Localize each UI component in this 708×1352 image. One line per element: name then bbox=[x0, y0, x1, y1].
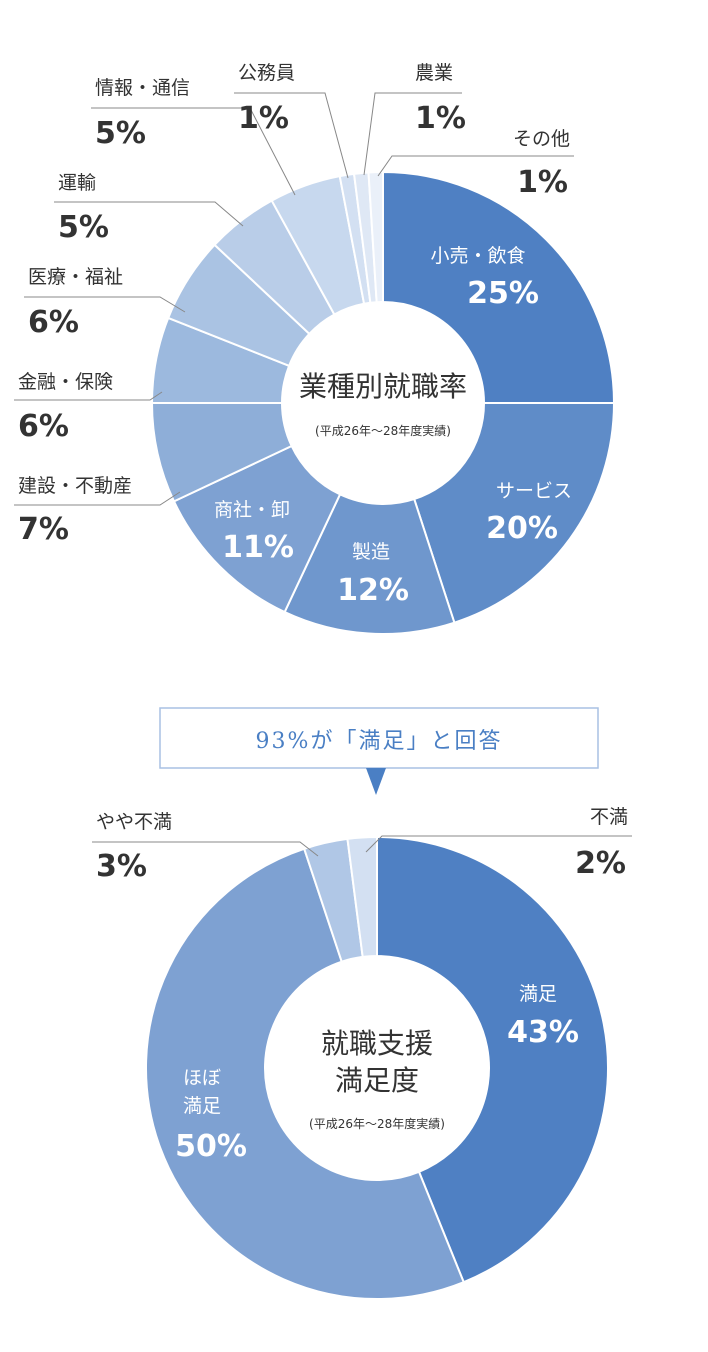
slice-value-label: 7% bbox=[18, 512, 69, 547]
leader-line bbox=[14, 491, 181, 506]
donut-slice bbox=[412, 402, 616, 624]
slice-value-label: 1% bbox=[238, 101, 289, 136]
leader-line bbox=[365, 835, 632, 853]
leader-line bbox=[377, 155, 574, 177]
donut-slice bbox=[346, 835, 378, 959]
slice-category-label: 小売・飲食 bbox=[430, 245, 525, 267]
leader-line bbox=[234, 92, 349, 179]
slice-value-label: 12% bbox=[337, 573, 409, 608]
slice-value-label: 6% bbox=[18, 409, 69, 444]
leader-line bbox=[92, 841, 319, 857]
slice-category-label: サービス bbox=[496, 480, 572, 502]
slice-category-label: 公務員 bbox=[238, 62, 295, 84]
industry-chart-title: 業種別就職率 bbox=[299, 370, 467, 403]
slice-value-label: 25% bbox=[467, 276, 539, 311]
slice-value-label: 6% bbox=[28, 305, 79, 340]
slice-value-label: 5% bbox=[58, 210, 109, 245]
slice-category-label: ほぼ bbox=[183, 1067, 221, 1089]
slice-value-label: 1% bbox=[415, 101, 466, 136]
donut-slice bbox=[376, 835, 610, 1284]
satisfaction-chart-title-line-2: 満足度 bbox=[335, 1064, 419, 1097]
leader-line bbox=[14, 391, 163, 401]
slice-value-label: 5% bbox=[95, 116, 146, 151]
slice-value-label: 1% bbox=[517, 165, 568, 200]
satisfaction-donut bbox=[145, 835, 610, 1300]
donut-slice bbox=[367, 170, 384, 304]
leader-line bbox=[363, 92, 462, 176]
slice-value-label: 3% bbox=[96, 849, 147, 884]
satisfaction-callout: 93%が「満足」と回答 bbox=[159, 707, 599, 795]
slice-category-label: 金融・保険 bbox=[18, 371, 113, 393]
slice-category-label: 不満 bbox=[590, 806, 628, 828]
slice-value-label: 43% bbox=[507, 1015, 579, 1050]
donut-slice bbox=[145, 847, 465, 1300]
slice-category-label: やや不満 bbox=[96, 811, 172, 833]
slice-category-label: 建設・不動産 bbox=[18, 475, 132, 497]
slice-value-label: 20% bbox=[486, 511, 558, 546]
slice-category-label: その他 bbox=[513, 128, 570, 150]
satisfaction-donut-center: 就職支援 満足度 (平成26年〜28年度実績) bbox=[309, 1027, 445, 1131]
slice-category-label: 商社・卸 bbox=[214, 499, 290, 521]
slice-value-label: 11% bbox=[222, 530, 294, 565]
donut-slice bbox=[382, 170, 616, 404]
slice-category-label: 満足 bbox=[183, 1095, 221, 1117]
slice-category-label: 製造 bbox=[352, 541, 390, 563]
satisfaction-chart-title-line-1: 就職支援 bbox=[321, 1027, 433, 1060]
industry-labels: 小売・飲食 25% サービス 20% 製造 12% 商社・卸 11% 建設・不動産 7% 金融・保険… bbox=[14, 62, 574, 608]
leader-line bbox=[91, 107, 296, 196]
slice-value-label: 2% bbox=[575, 846, 626, 881]
satisfaction-chart-subtitle: (平成26年〜28年度実績) bbox=[309, 1116, 445, 1131]
slice-category-label: 農業 bbox=[415, 62, 453, 84]
slice-category-label: 医療・福祉 bbox=[28, 266, 123, 288]
satisfaction-callout-text: 93%が「満足」と回答 bbox=[256, 729, 503, 754]
industry-donut-center: 業種別就職率 (平成26年〜28年度実績) bbox=[299, 370, 467, 438]
slice-category-label: 満足 bbox=[519, 983, 557, 1005]
leader-line bbox=[24, 296, 186, 313]
slice-value-label: 50% bbox=[175, 1129, 247, 1164]
industry-donut bbox=[150, 170, 616, 635]
slice-category-label: 情報・通信 bbox=[95, 77, 190, 99]
industry-chart-subtitle: (平成26年〜28年度実績) bbox=[315, 423, 451, 438]
slice-category-label: 運輸 bbox=[58, 172, 96, 194]
leader-line bbox=[54, 201, 244, 227]
